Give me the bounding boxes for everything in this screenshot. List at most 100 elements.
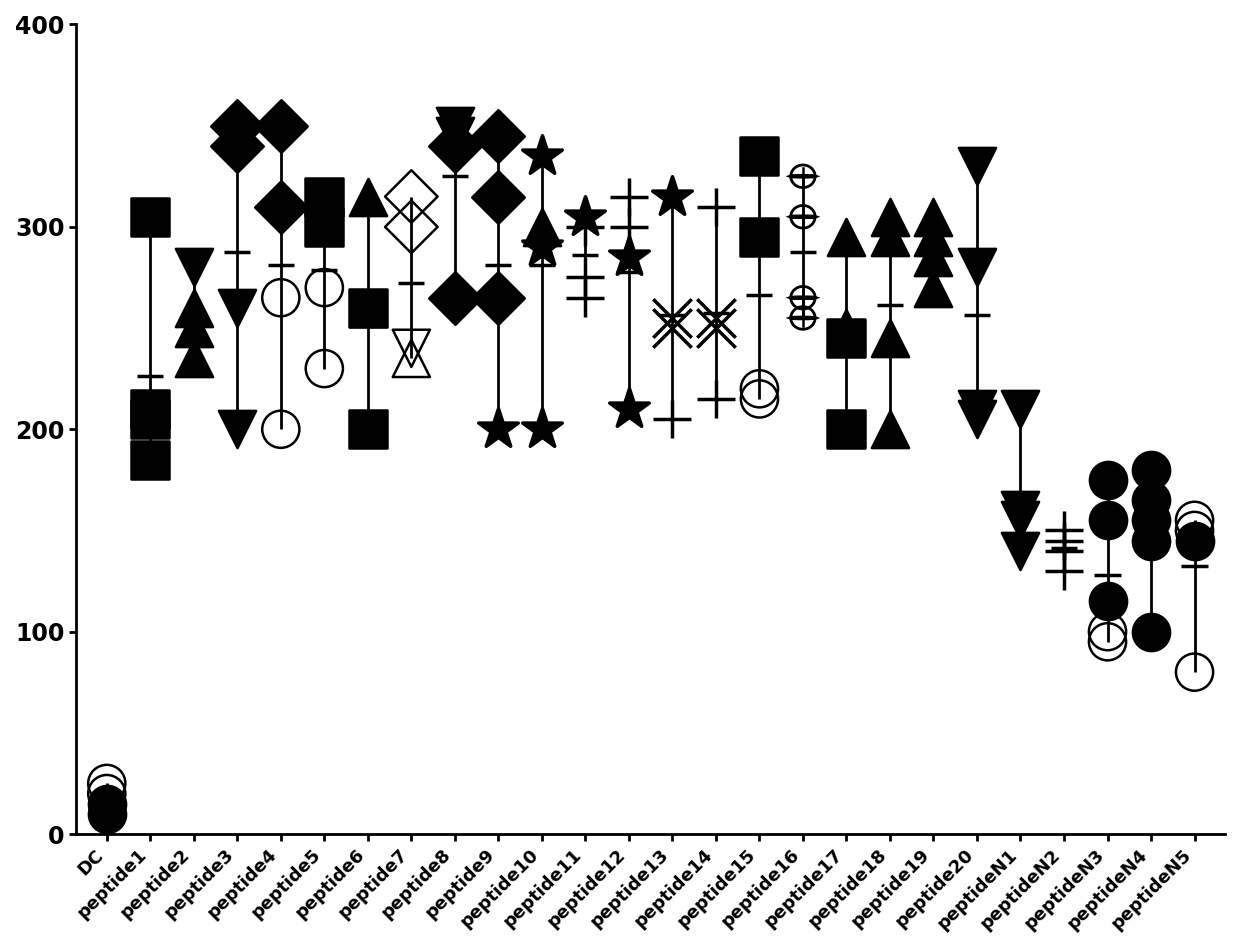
Point [1097,634,1117,649]
Point [1141,493,1161,508]
Point [1184,533,1204,548]
Point [315,219,335,234]
Point [270,118,290,134]
Point [619,219,639,234]
Point [1141,624,1161,639]
Point [1141,463,1161,478]
Point [358,189,378,204]
Point [706,392,725,407]
Point [315,280,335,295]
Point [227,138,247,154]
Point [749,229,769,245]
Point [532,422,552,437]
Point [967,260,987,275]
Point [1184,513,1204,528]
Point [184,320,203,336]
Point [402,189,422,204]
Point [489,290,508,305]
Point [967,411,987,427]
Point [662,189,682,204]
Point [837,320,857,336]
Point [619,249,639,264]
Point [837,331,857,346]
Point [1184,523,1204,538]
Point [924,229,944,245]
Point [1184,665,1204,680]
Point [358,301,378,316]
Point [532,219,552,234]
Point [706,199,725,214]
Point [315,361,335,376]
Point [1011,401,1030,416]
Point [227,301,247,316]
Point [402,340,422,356]
Point [532,240,552,255]
Point [97,786,117,801]
Point [924,280,944,295]
Point [1054,563,1074,578]
Point [140,411,160,427]
Point [662,411,682,427]
Point [1141,513,1161,528]
Point [1097,624,1117,639]
Point [532,149,552,164]
Point [315,189,335,204]
Point [619,189,639,204]
Point [837,422,857,437]
Point [402,219,422,234]
Point [1141,533,1161,548]
Point [402,351,422,366]
Point [1054,543,1074,558]
Point [1054,523,1074,538]
Point [749,149,769,164]
Point [662,310,682,325]
Point [358,422,378,437]
Point [445,118,465,134]
Point [270,422,290,437]
Point [749,392,769,407]
Point [1011,502,1030,518]
Point [140,210,160,225]
Point [184,260,203,275]
Point [489,422,508,437]
Point [445,290,465,305]
Point [706,320,725,336]
Point [1054,533,1074,548]
Point [880,229,900,245]
Point [445,128,465,143]
Point [97,806,117,821]
Point [662,320,682,336]
Point [880,422,900,437]
Point [270,290,290,305]
Point [880,331,900,346]
Point [880,210,900,225]
Point [1011,543,1030,558]
Point [1097,593,1117,609]
Point [140,401,160,416]
Point [1097,472,1117,487]
Point [575,219,595,234]
Point [967,158,987,173]
Point [575,290,595,305]
Point [967,401,987,416]
Point [924,210,944,225]
Point [184,301,203,316]
Point [140,452,160,467]
Point [1097,513,1117,528]
Point [489,128,508,143]
Point [837,229,857,245]
Point [358,301,378,316]
Point [227,118,247,134]
Point [184,351,203,366]
Point [270,199,290,214]
Point [97,775,117,791]
Point [445,138,465,154]
Point [227,422,247,437]
Point [924,249,944,264]
Point [97,796,117,811]
Point [575,270,595,285]
Point [619,401,639,416]
Point [575,210,595,225]
Point [706,310,725,325]
Point [489,189,508,204]
